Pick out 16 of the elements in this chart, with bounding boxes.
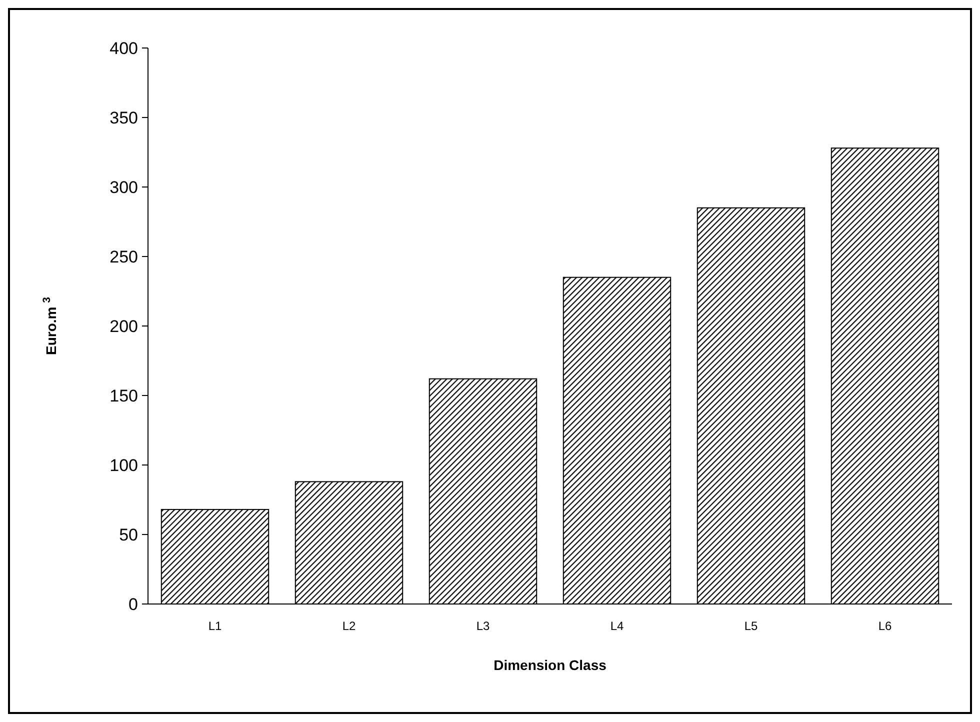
x-tick-label: L6 bbox=[878, 619, 892, 633]
x-tick-label: L5 bbox=[744, 619, 758, 633]
y-tick-label: 250 bbox=[110, 247, 138, 266]
y-tick-label: 300 bbox=[110, 178, 138, 197]
x-tick-label: L3 bbox=[476, 619, 490, 633]
y-tick-label: 100 bbox=[110, 456, 138, 475]
y-tick-label: 50 bbox=[119, 525, 138, 544]
y-tick-label: 400 bbox=[110, 38, 138, 58]
x-tick-label: L1 bbox=[208, 619, 222, 633]
x-tick-label: L2 bbox=[342, 619, 356, 633]
x-axis-title: Dimension Class bbox=[494, 657, 607, 673]
x-tick-label: L4 bbox=[610, 619, 624, 633]
y-tick-label: 200 bbox=[110, 316, 138, 336]
y-tick-label: 0 bbox=[128, 594, 138, 614]
y-tick-label: 350 bbox=[110, 108, 138, 128]
y-tick-label: 150 bbox=[110, 386, 138, 406]
